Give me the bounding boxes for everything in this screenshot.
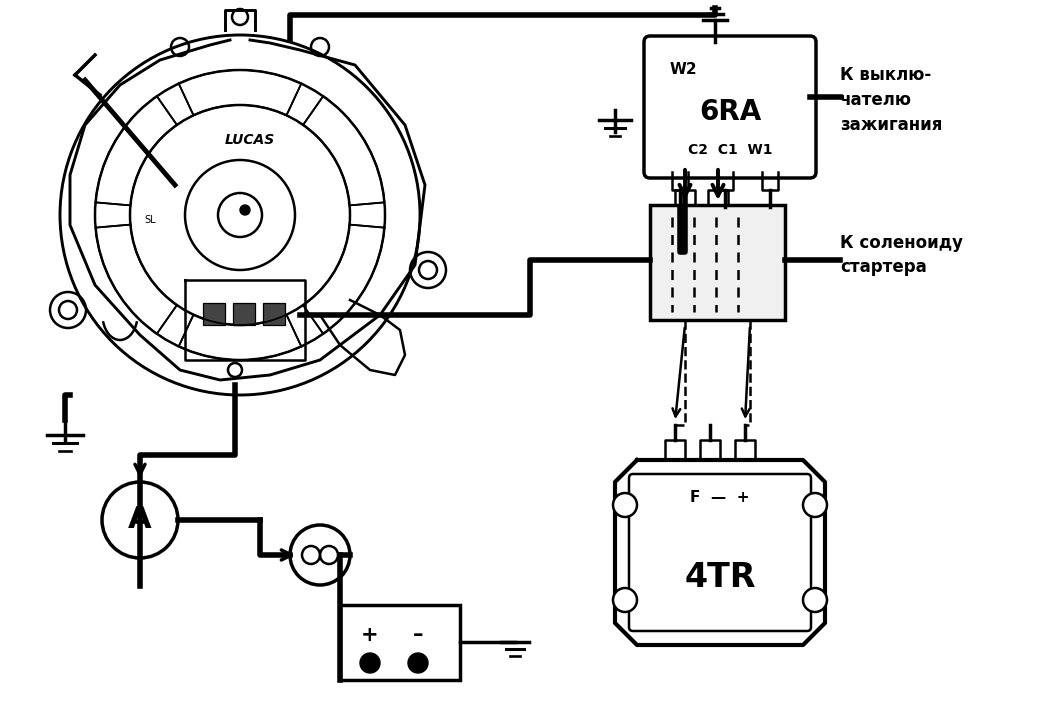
Circle shape [613, 588, 637, 612]
Bar [203, 303, 225, 325]
Polygon shape [615, 460, 825, 645]
Circle shape [803, 588, 827, 612]
Bar [340, 605, 460, 680]
Text: К выклю-
чателю
зажигания: К выклю- чателю зажигания [840, 66, 943, 134]
Bar [263, 303, 285, 325]
Text: К соленоиду
стартера: К соленоиду стартера [840, 234, 963, 277]
Text: 4TR: 4TR [685, 561, 756, 594]
Text: LUCAS: LUCAS [225, 133, 275, 147]
Circle shape [102, 482, 178, 558]
Text: +: + [361, 625, 378, 645]
Text: A: A [129, 506, 152, 535]
Text: SL: SL [145, 215, 156, 225]
Circle shape [360, 653, 379, 673]
Bar [233, 303, 255, 325]
Circle shape [290, 525, 350, 585]
Circle shape [408, 653, 428, 673]
Text: C2  C1  W1: C2 C1 W1 [688, 143, 772, 157]
Text: F  —  +: F — + [690, 491, 749, 506]
Text: W2: W2 [670, 62, 697, 77]
Text: 6RA: 6RA [698, 98, 761, 126]
Bar [649, 205, 784, 320]
Circle shape [613, 493, 637, 517]
FancyBboxPatch shape [644, 36, 816, 178]
Text: –: – [412, 625, 423, 645]
Circle shape [803, 493, 827, 517]
Circle shape [240, 205, 250, 215]
